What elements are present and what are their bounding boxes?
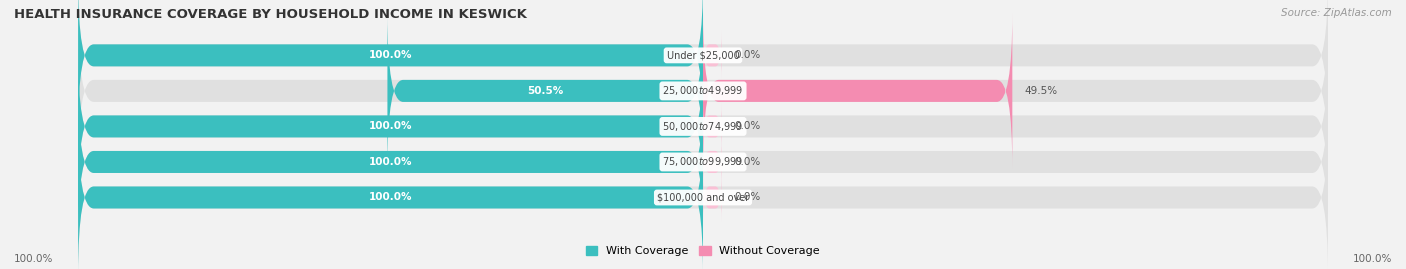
FancyBboxPatch shape [79, 0, 1327, 133]
Text: $100,000 and over: $100,000 and over [657, 193, 749, 203]
Text: 100.0%: 100.0% [368, 157, 412, 167]
Text: $75,000 to $99,999: $75,000 to $99,999 [662, 155, 744, 168]
Text: Under $25,000: Under $25,000 [666, 50, 740, 60]
Text: 0.0%: 0.0% [734, 193, 761, 203]
FancyBboxPatch shape [388, 13, 703, 169]
FancyBboxPatch shape [79, 13, 1327, 169]
Text: $50,000 to $74,999: $50,000 to $74,999 [662, 120, 744, 133]
Text: 100.0%: 100.0% [1353, 254, 1392, 264]
FancyBboxPatch shape [703, 31, 721, 80]
Text: 100.0%: 100.0% [14, 254, 53, 264]
Legend: With Coverage, Without Coverage: With Coverage, Without Coverage [586, 246, 820, 256]
FancyBboxPatch shape [703, 102, 721, 151]
Text: Source: ZipAtlas.com: Source: ZipAtlas.com [1281, 8, 1392, 18]
Text: 100.0%: 100.0% [368, 193, 412, 203]
Text: 0.0%: 0.0% [734, 50, 761, 60]
Text: $25,000 to $49,999: $25,000 to $49,999 [662, 84, 744, 97]
FancyBboxPatch shape [79, 49, 703, 204]
Text: 100.0%: 100.0% [368, 121, 412, 132]
Text: HEALTH INSURANCE COVERAGE BY HOUSEHOLD INCOME IN KESWICK: HEALTH INSURANCE COVERAGE BY HOUSEHOLD I… [14, 8, 527, 21]
Text: 100.0%: 100.0% [368, 50, 412, 60]
FancyBboxPatch shape [79, 49, 1327, 204]
Text: 0.0%: 0.0% [734, 121, 761, 132]
FancyBboxPatch shape [703, 137, 721, 186]
FancyBboxPatch shape [79, 84, 703, 240]
FancyBboxPatch shape [79, 0, 703, 133]
Text: 49.5%: 49.5% [1025, 86, 1057, 96]
Text: 0.0%: 0.0% [734, 157, 761, 167]
Text: 50.5%: 50.5% [527, 86, 564, 96]
FancyBboxPatch shape [703, 173, 721, 222]
FancyBboxPatch shape [79, 120, 1327, 269]
FancyBboxPatch shape [79, 84, 1327, 240]
FancyBboxPatch shape [703, 13, 1012, 169]
FancyBboxPatch shape [79, 120, 703, 269]
